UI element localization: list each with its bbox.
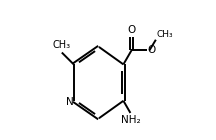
Text: CH₃: CH₃ — [52, 40, 70, 50]
Text: CH₃: CH₃ — [157, 30, 173, 39]
Text: O: O — [127, 25, 136, 35]
Text: N: N — [66, 97, 74, 107]
Text: NH₂: NH₂ — [121, 115, 141, 125]
Text: O: O — [148, 46, 156, 55]
